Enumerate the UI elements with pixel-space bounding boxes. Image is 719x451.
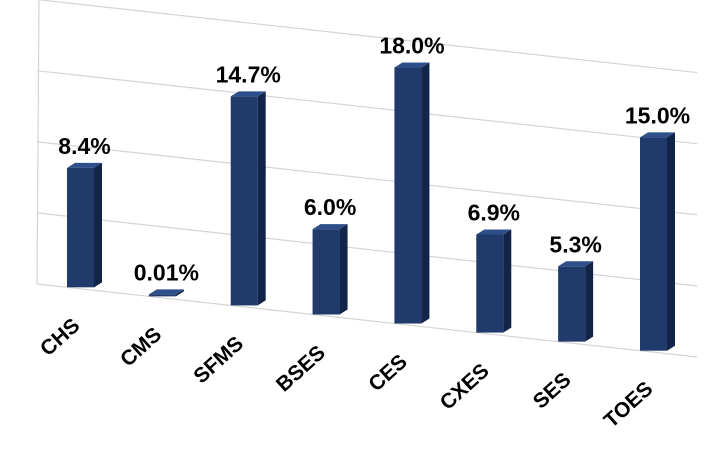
- bar-bses: [312, 224, 348, 315]
- bar-front: [148, 294, 176, 297]
- bar-toes: [640, 132, 675, 351]
- gridline: [36, 70, 698, 145]
- gridline: [36, 141, 698, 216]
- bar-front: [476, 234, 504, 333]
- value-label: 6.9%: [468, 199, 520, 225]
- bar-side: [94, 162, 102, 288]
- category-label: BSES: [272, 341, 330, 396]
- bar-side: [585, 261, 594, 342]
- bar-front: [67, 167, 94, 288]
- value-label: 18.0%: [379, 33, 444, 59]
- gridline: [36, 283, 698, 358]
- category-label: CES: [364, 350, 411, 396]
- bar-cxes: [476, 229, 512, 333]
- bar-front: [394, 67, 422, 324]
- gridlines: [36, 0, 698, 358]
- bar-ses: [558, 261, 594, 342]
- bar-top: [558, 261, 594, 267]
- bar-front: [312, 229, 340, 315]
- bar-top: [394, 62, 430, 68]
- bar-front: [640, 137, 667, 351]
- value-label: 14.7%: [216, 61, 281, 87]
- bars: [67, 62, 675, 351]
- value-label: 6.0%: [304, 194, 356, 220]
- value-label: 8.4%: [58, 133, 110, 159]
- bar-cms: [148, 289, 184, 297]
- axis-wall-edge: [36, 0, 40, 285]
- category-label: SFMS: [189, 332, 248, 388]
- category-label: SES: [529, 368, 576, 413]
- value-label: 15.0%: [625, 102, 690, 128]
- bar-side: [257, 91, 266, 306]
- category-label: CHS: [36, 314, 84, 361]
- category-label: CXES: [436, 359, 494, 414]
- bar-sfms: [230, 91, 266, 306]
- bar-side: [503, 229, 512, 333]
- bar-top: [312, 224, 348, 230]
- value-label: 0.01%: [134, 259, 199, 285]
- gridline: [36, 0, 698, 74]
- bar-top: [640, 132, 675, 138]
- bar-side: [421, 62, 430, 324]
- bar-side: [339, 224, 348, 315]
- value-label: 5.3%: [549, 231, 601, 257]
- bar-ces: [394, 62, 430, 324]
- bar-top: [230, 91, 266, 97]
- bar-side: [667, 132, 675, 351]
- bar-side: [175, 289, 184, 297]
- bar-top: [67, 162, 102, 168]
- category-label: TOES: [600, 377, 658, 432]
- bar-front: [230, 96, 258, 306]
- bar-chs: [67, 162, 102, 288]
- bar-top: [476, 229, 512, 235]
- value-labels: 8.4% 0.01% 14.7% 6.0% 18.0% 6.9% 5.3% 15.0%: [58, 33, 690, 286]
- category-label: CMS: [116, 323, 166, 371]
- bar-top: [148, 289, 184, 295]
- bar-front: [558, 266, 586, 342]
